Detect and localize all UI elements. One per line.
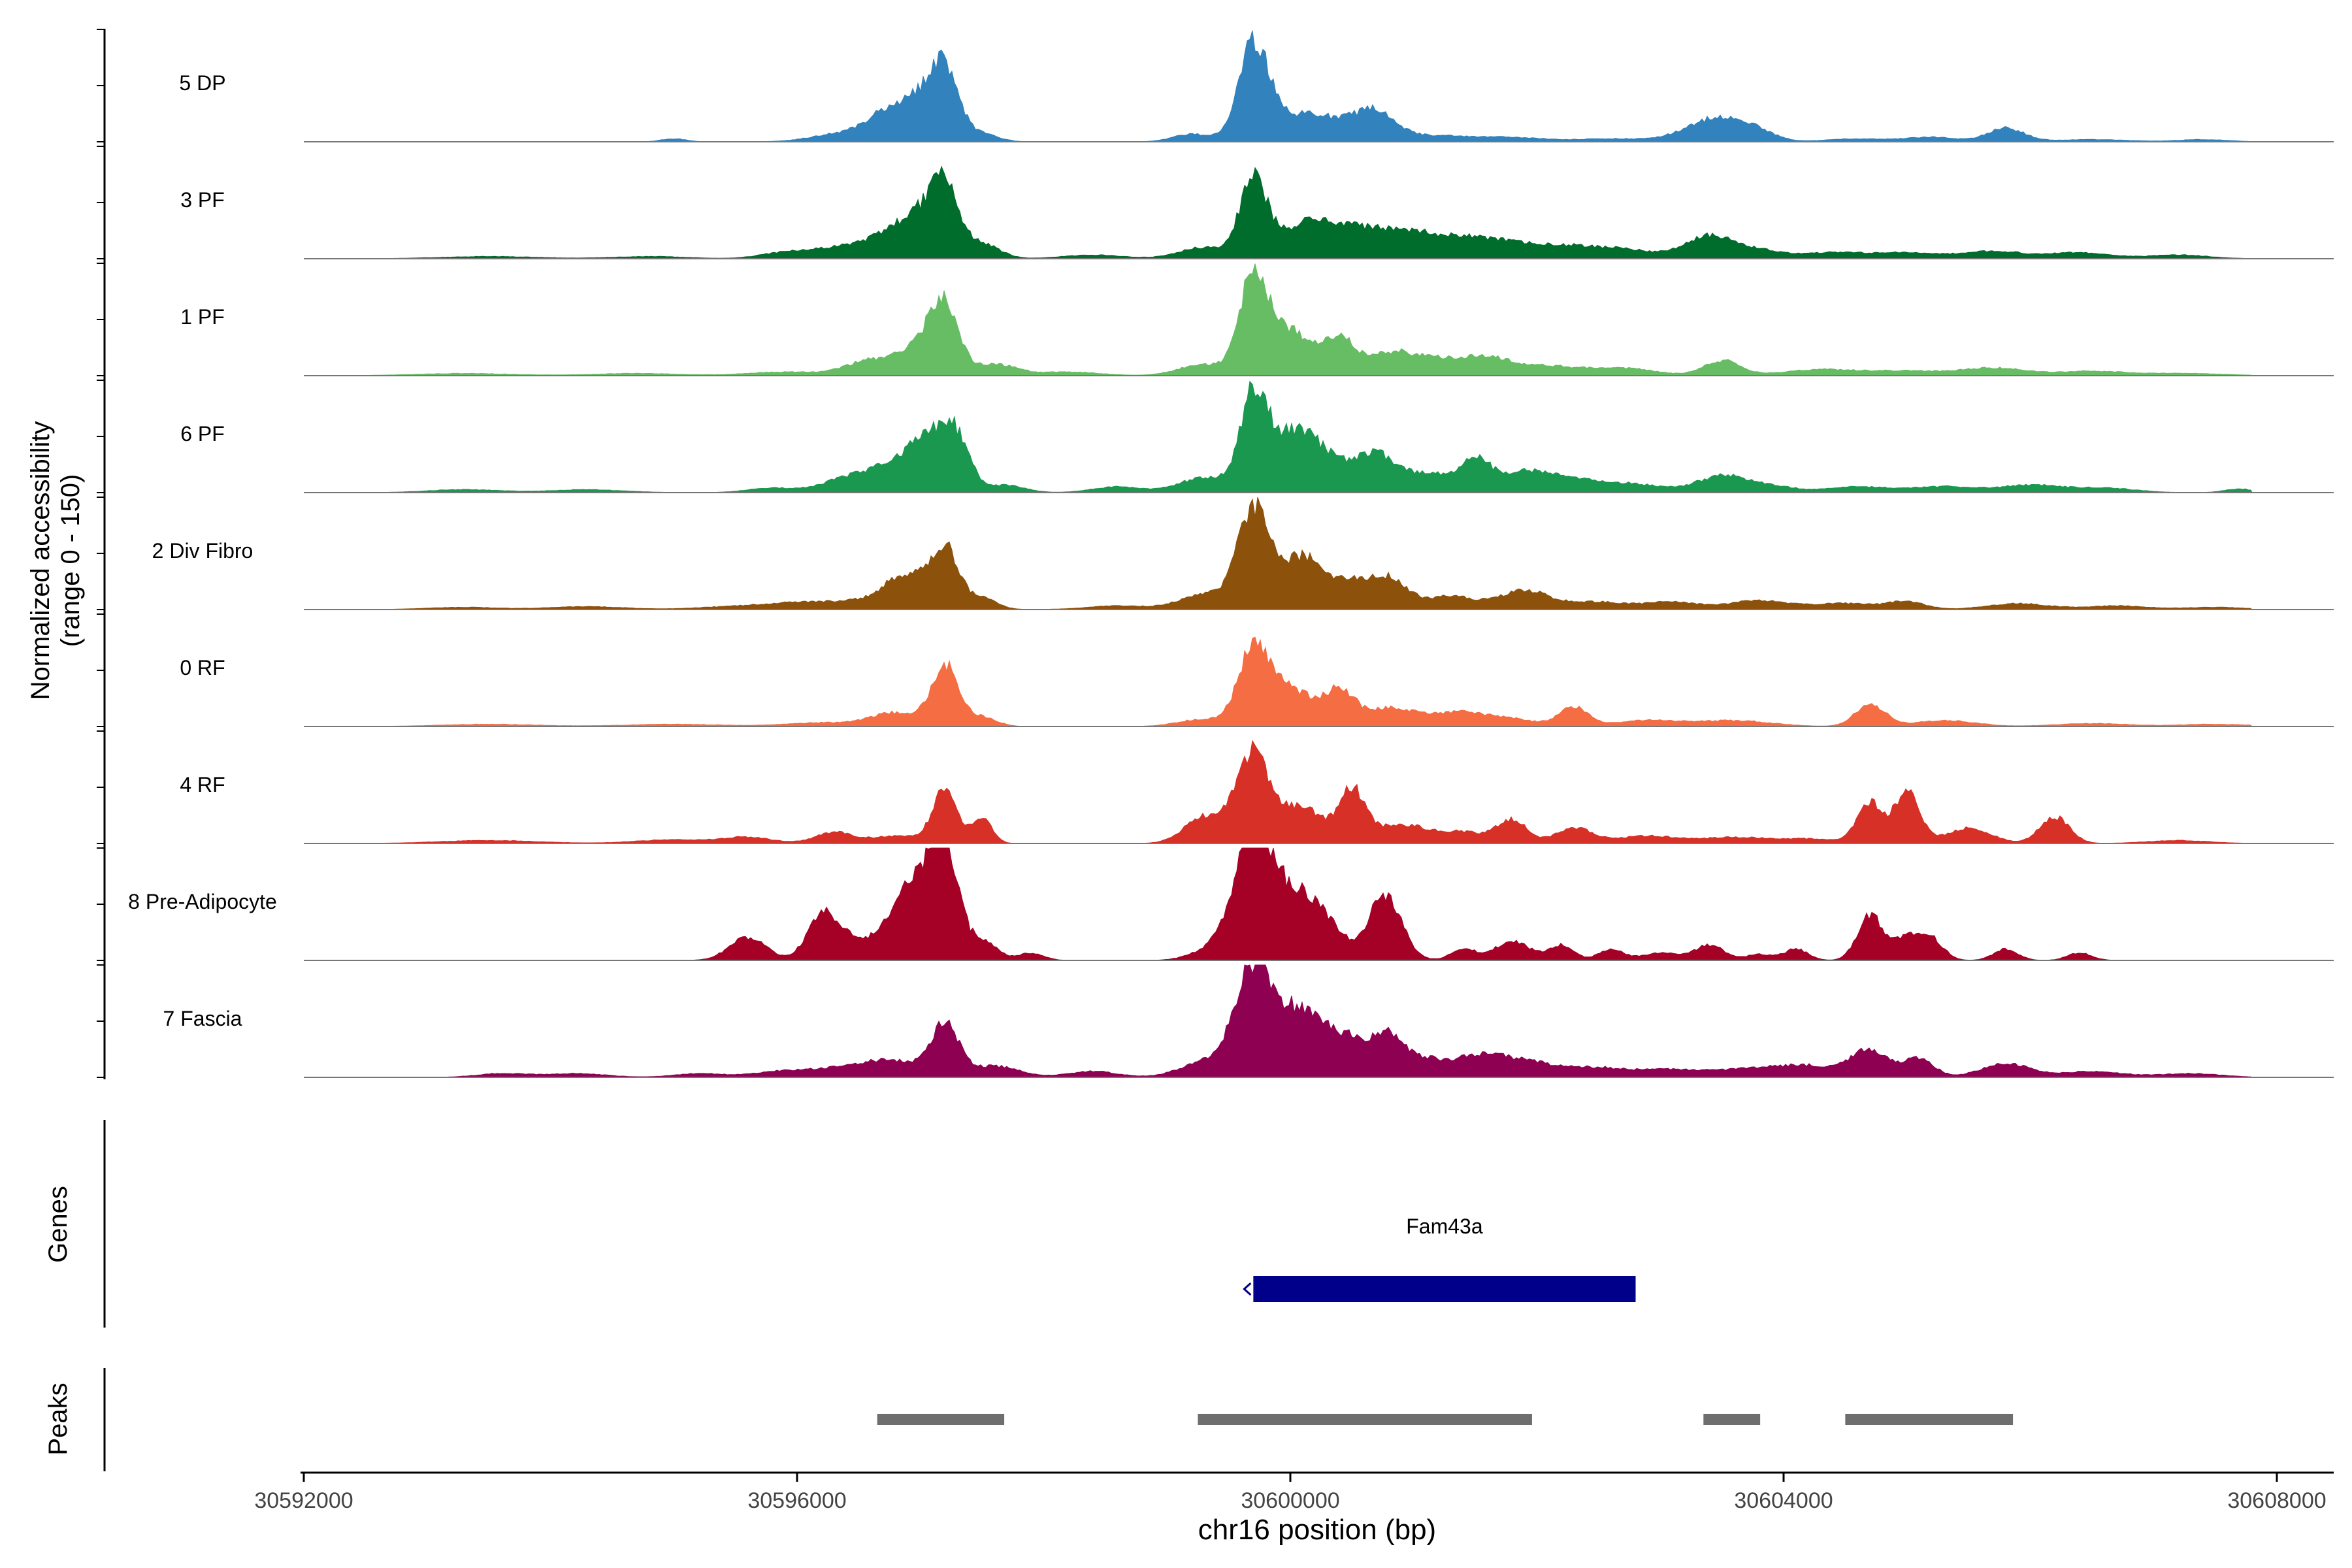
track-2-div-fibro: 2 Div Fibro — [152, 497, 2334, 610]
track-5-dp: 5 DP — [179, 30, 2334, 142]
x-axis-ticks: 30592000 30596000 30600000 30604000 30608000 — [254, 1473, 2327, 1513]
x-tick-label: 30604000 — [1734, 1488, 1833, 1513]
y-axis-ticks — [97, 29, 105, 1078]
peak-region — [1845, 1414, 2014, 1425]
peak-region — [1703, 1414, 1761, 1425]
x-tick-label: 30592000 — [254, 1488, 353, 1513]
genes-panel-title: Genes — [44, 1186, 73, 1263]
coverage-area — [304, 964, 2253, 1078]
coverage-area — [304, 263, 2253, 376]
gene-label: Fam43a — [1406, 1215, 1483, 1238]
track-0-rf: 0 RF — [180, 636, 2334, 727]
track-label: 1 PF — [180, 305, 225, 329]
peaks-panel-title: Peaks — [44, 1382, 73, 1455]
x-axis-title: chr16 position (bp) — [1198, 1514, 1436, 1546]
y-axis-title: Normalized accessibility (range 0 - 150) — [26, 421, 85, 700]
track-6-pf: 6 PF — [180, 380, 2334, 493]
peak-region — [877, 1414, 1005, 1425]
x-tick-label: 30596000 — [747, 1488, 846, 1513]
coverage-area — [304, 847, 2253, 961]
gene-body — [1253, 1276, 1636, 1302]
track-1-pf: 1 PF — [180, 263, 2334, 376]
track-label: 4 RF — [180, 773, 225, 796]
x-tick-label: 30608000 — [2227, 1488, 2326, 1513]
x-tick-label: 30600000 — [1241, 1488, 1339, 1513]
track-label: 3 PF — [180, 188, 225, 212]
y-axis-title-line2: (range 0 - 150) — [56, 474, 85, 647]
track-label: 7 Fascia — [163, 1007, 242, 1030]
peaks-panel — [877, 1414, 2014, 1425]
track-label: 8 Pre-Adipocyte — [128, 890, 277, 913]
genes-panel: Fam43a — [1243, 1215, 1636, 1302]
track-label: 6 PF — [180, 422, 225, 446]
coverage-area — [304, 636, 2253, 727]
track-label: 2 Div Fibro — [152, 539, 253, 563]
track-7-fascia: 7 Fascia — [163, 964, 2334, 1078]
track-3-pf: 3 PF — [180, 165, 2334, 259]
track-label: 0 RF — [180, 656, 225, 679]
coverage-area — [304, 30, 2253, 142]
track-4-rf: 4 RF — [180, 740, 2334, 844]
coverage-area — [304, 740, 2253, 844]
coverage-tracks: 5 DP 3 PF 1 PF 6 PF 2 Div Fibro 0 RF 4 RF 8 Pre… — [128, 30, 2334, 1078]
y-axis-title-line1: Normalized accessibility — [26, 421, 55, 700]
track-8-pre-adipocyte: 8 Pre-Adipocyte — [128, 847, 2334, 961]
coverage-area — [304, 497, 2253, 610]
gene-strand-arrow — [1243, 1282, 1252, 1296]
track-label: 5 DP — [179, 71, 225, 95]
peak-region — [1198, 1414, 1532, 1425]
coverage-area — [304, 165, 2253, 259]
coverage-area — [304, 380, 2253, 493]
